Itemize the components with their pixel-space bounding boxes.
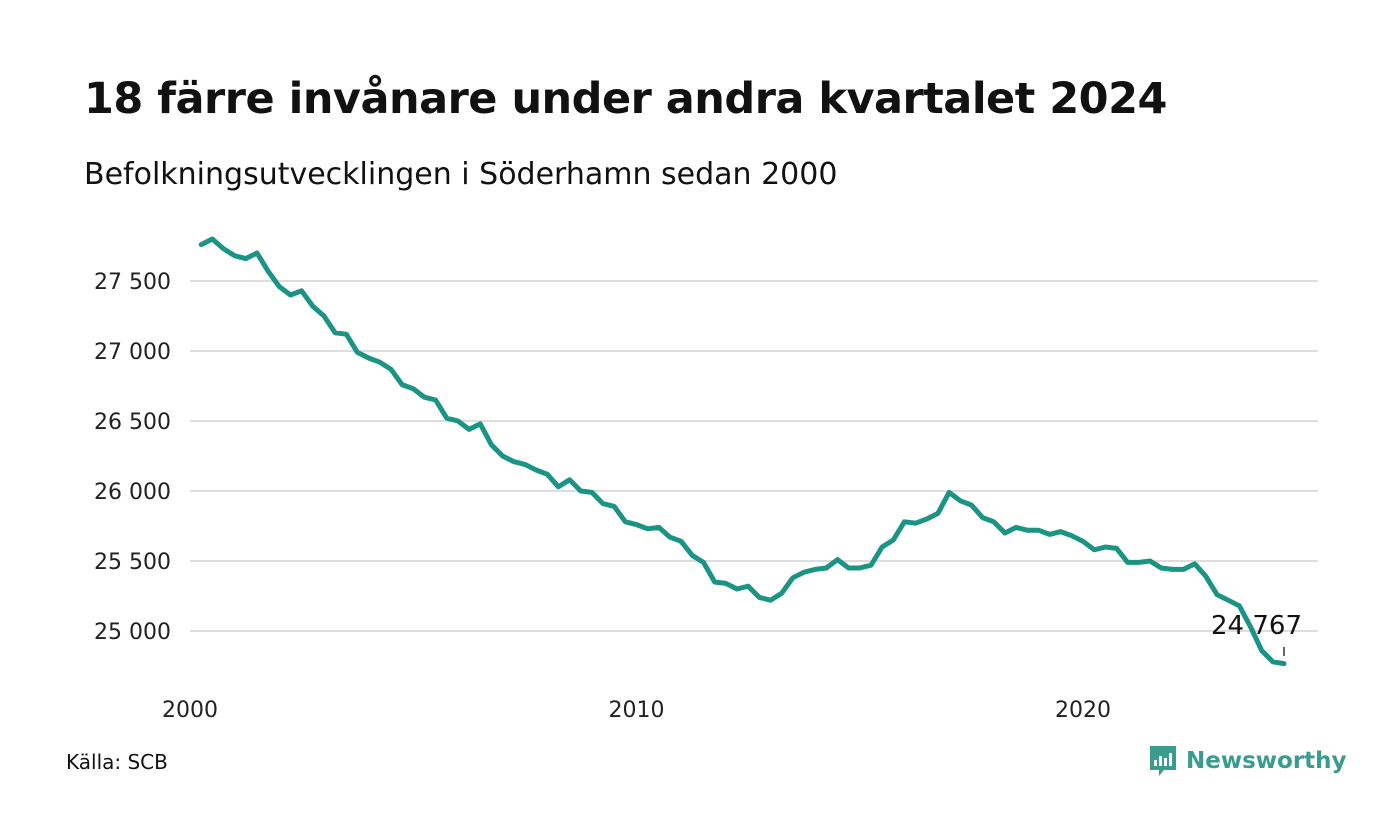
chart-title: 18 färre invånare under andra kvartalet … xyxy=(84,74,1167,124)
y-tick-label: 26 500 xyxy=(94,410,171,435)
y-tick-label: 27 000 xyxy=(94,340,171,365)
chart-subtitle: Befolkningsutvecklingen i Söderhamn seda… xyxy=(84,157,838,192)
y-axis-ticks: 25 000 25 500 26 000 26 500 27 000 27 500 xyxy=(94,270,171,645)
population-line xyxy=(198,236,1287,667)
series-layer xyxy=(198,236,1287,667)
newsworthy-brand[interactable]: Newsworthy xyxy=(1148,744,1347,778)
x-tick-label: 2020 xyxy=(1055,698,1111,723)
y-tick-label: 25 500 xyxy=(94,550,171,575)
y-tick-label: 25 000 xyxy=(94,620,171,645)
source-note: Källa: SCB xyxy=(66,750,168,774)
y-tick-label: 27 500 xyxy=(94,270,171,295)
x-axis-ticks: 2000 2010 2020 xyxy=(162,698,1111,723)
end-value-label: 24 767 xyxy=(1211,611,1302,641)
newsworthy-logo-icon xyxy=(1150,746,1176,776)
x-tick-label: 2010 xyxy=(609,698,665,723)
brand-name: Newsworthy xyxy=(1186,748,1347,774)
y-tick-label: 26 000 xyxy=(94,480,171,505)
x-tick-label: 2000 xyxy=(162,698,218,723)
gridlines xyxy=(190,280,1318,632)
end-annotation: 24 767 xyxy=(1211,611,1302,656)
